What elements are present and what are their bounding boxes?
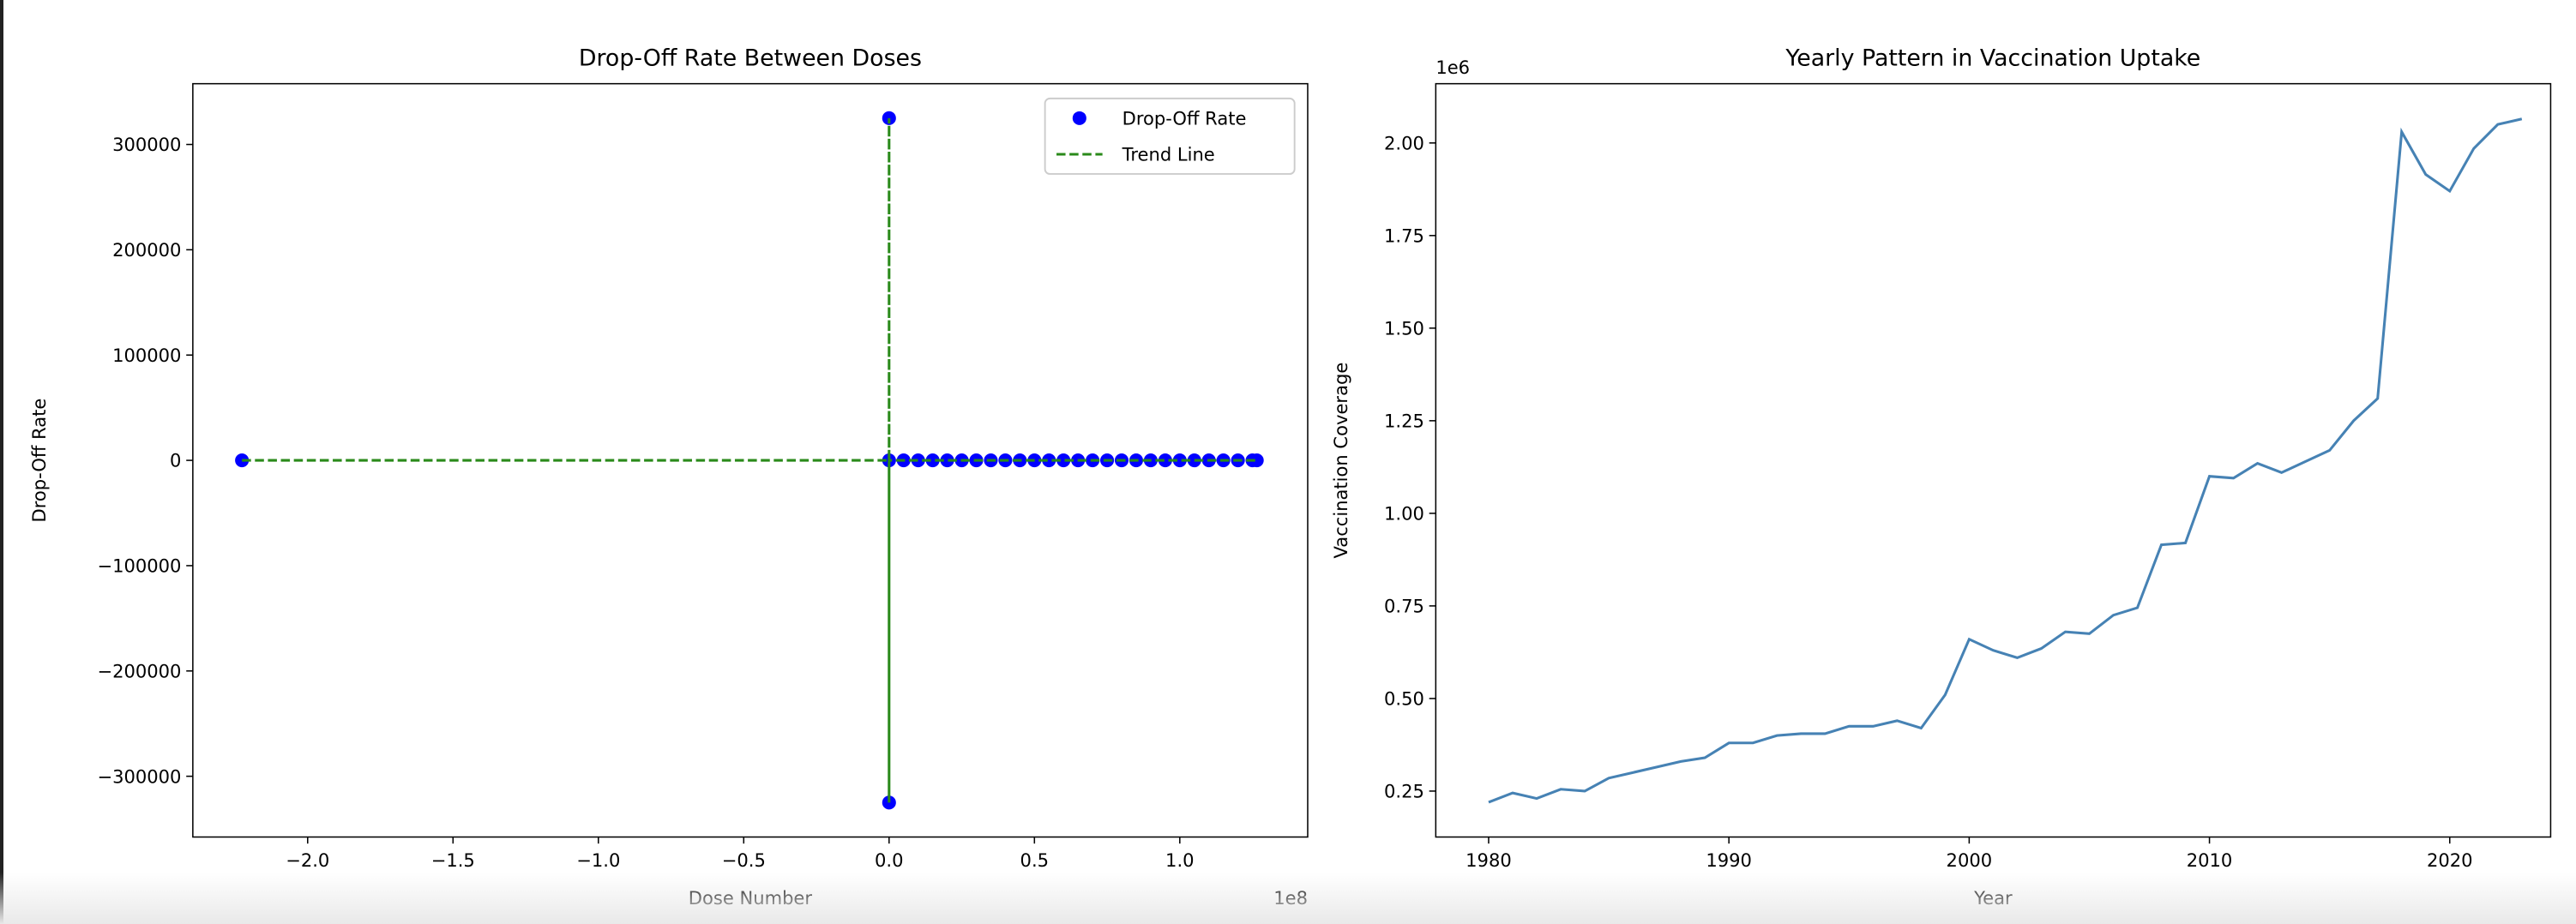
y-tick-label: 100000 (112, 345, 181, 366)
scatter-point (925, 453, 940, 468)
y-tick-label: 300000 (112, 134, 181, 155)
x-tick-label: 0.0 (875, 849, 903, 871)
y-tick-label: 2.00 (1384, 132, 1424, 153)
y-tick-label: 1.25 (1384, 411, 1424, 432)
axes-frame (1435, 82, 2552, 838)
y-tick-label: 1.75 (1384, 225, 1424, 246)
y-tick-label: −200000 (97, 660, 181, 681)
x-tick-label: 2010 (2187, 849, 2233, 871)
scatter-point (1042, 453, 1056, 468)
x-tick-label: −2.0 (286, 849, 329, 871)
y-axis-label: Drop-Off Rate (28, 399, 50, 523)
y-axis-label: Vaccination Coverage (1330, 363, 1351, 559)
y-offset-label: 1e6 (1435, 57, 1470, 78)
x-axis-label: Year (1973, 887, 2013, 909)
trend-line (242, 117, 1257, 803)
y-tick-label: −300000 (97, 765, 181, 787)
scatter-point (940, 453, 954, 468)
x-tick-label: −0.5 (722, 849, 766, 871)
x-tick-label: 1990 (1706, 849, 1752, 871)
x-tick-label: −1.0 (576, 849, 620, 871)
window-edge (0, 0, 3, 924)
x-offset-label: 1e8 (1273, 887, 1308, 909)
x-tick-label: 2000 (1947, 849, 1993, 871)
x-tick-label: 0.5 (1020, 849, 1049, 871)
chart-title: Yearly Pattern in Vaccination Uptake (1785, 45, 2200, 72)
legend-marker (1072, 111, 1086, 125)
scatter-point (1172, 453, 1187, 468)
legend-box (1044, 97, 1296, 175)
y-tick-label: 0.25 (1384, 781, 1424, 802)
y-tick-label: 200000 (112, 239, 181, 261)
chart-title: Drop-Off Rate Between Doses (579, 45, 922, 72)
legend-label: Drop-Off Rate (1122, 108, 1247, 129)
scatter-point (1249, 453, 1264, 468)
data-line (1488, 117, 2523, 804)
legend-label: Trend Line (1122, 144, 1215, 165)
scatter-point (1158, 453, 1172, 468)
y-tick-label: −100000 (97, 555, 181, 577)
x-tick-label: 1.0 (1165, 849, 1194, 871)
y-tick-label: 0.50 (1384, 688, 1424, 710)
y-tick-label: 1.00 (1384, 503, 1424, 525)
y-tick-label: 0 (170, 450, 181, 471)
y-tick-label: 1.50 (1384, 317, 1424, 339)
x-tick-label: 2020 (2427, 849, 2473, 871)
y-tick-label: 0.75 (1384, 596, 1424, 617)
x-tick-label: −1.5 (431, 849, 475, 871)
scatter-point (1056, 453, 1071, 468)
scatter-point (911, 453, 925, 468)
axes-frame (192, 82, 1309, 838)
x-axis-label: Dose Number (689, 887, 813, 909)
x-tick-label: 1980 (1466, 849, 1512, 871)
